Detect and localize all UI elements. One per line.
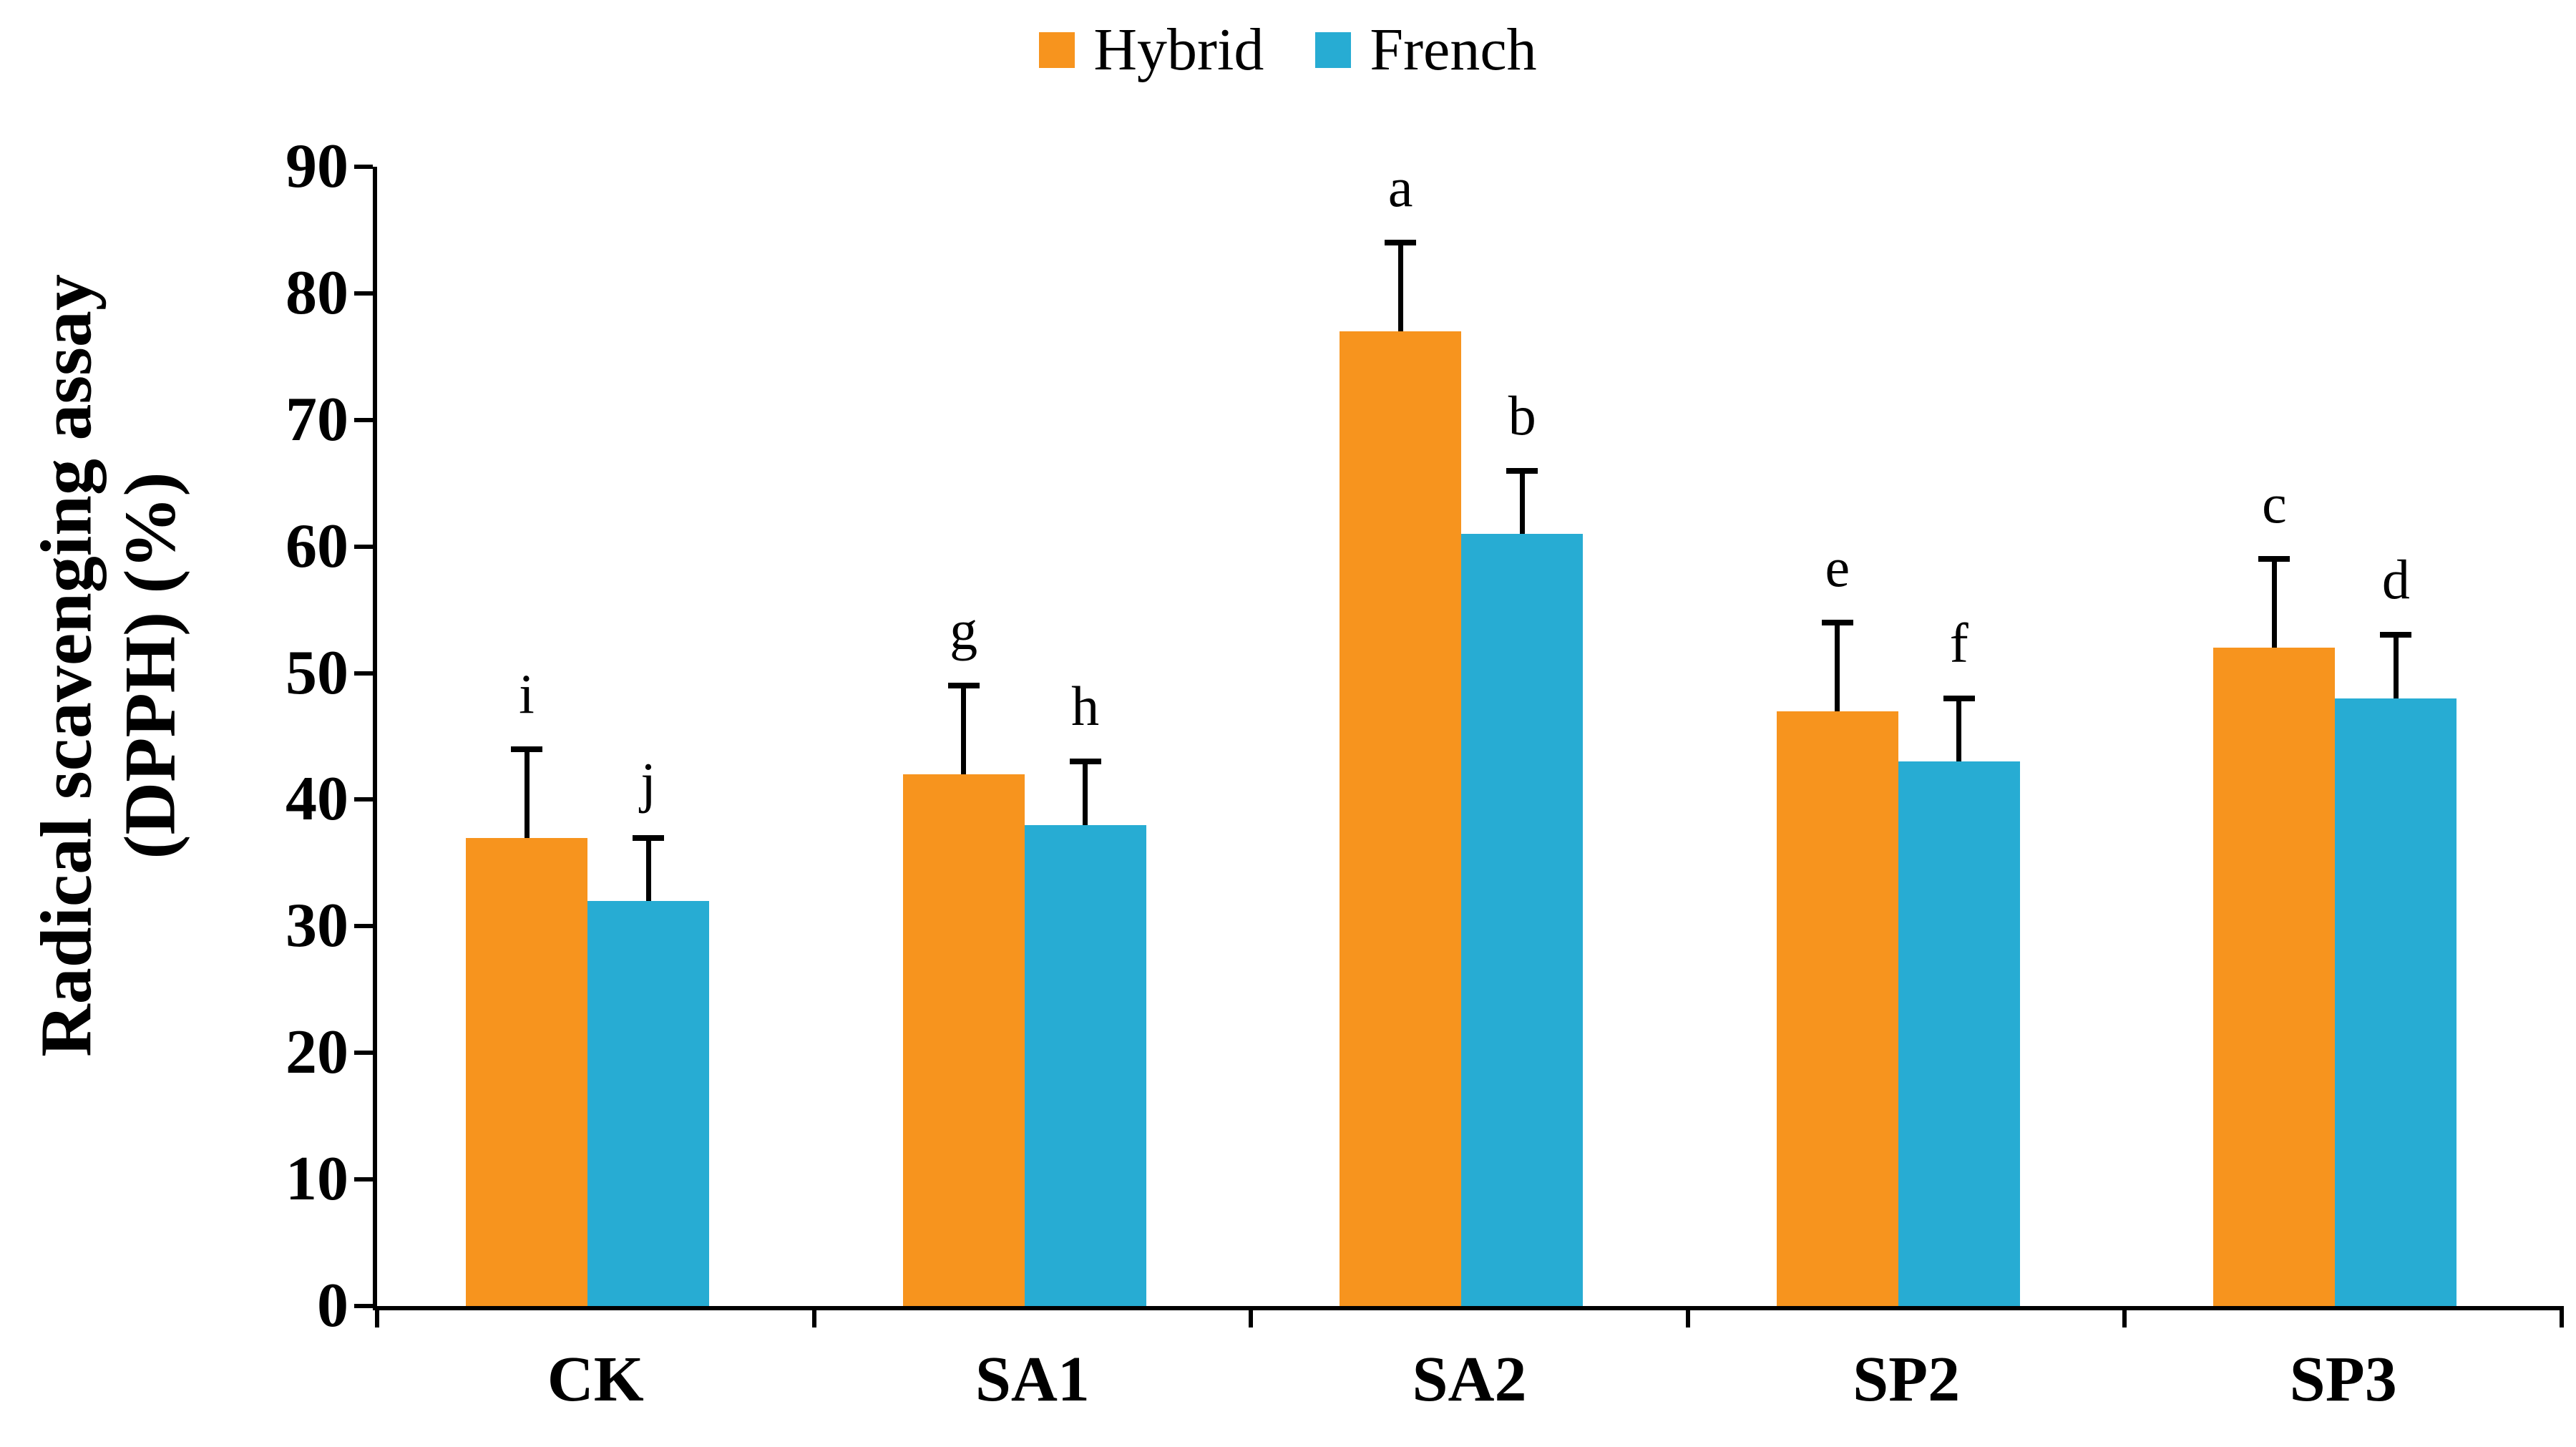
- x-category-label-SA1: SA1: [975, 1344, 1090, 1415]
- x-axis-tick-1: [811, 1306, 816, 1327]
- x-axis-tick-2: [1249, 1306, 1254, 1327]
- x-axis-tick-5: [2560, 1306, 2564, 1327]
- x-category-label-SP2: SP2: [1853, 1344, 1961, 1415]
- y-tick-60: [354, 544, 373, 549]
- error-cap-hybrid-SA2: [1385, 240, 1417, 246]
- y-tick-70: [354, 417, 373, 422]
- legend-label-french: French: [1370, 16, 1537, 83]
- x-category-label-SA2: SA2: [1412, 1344, 1527, 1415]
- x-axis-tick-3: [1685, 1306, 1690, 1327]
- error-bar-hybrid-SP3: [2271, 559, 2277, 648]
- bar-hybrid-SA2: [1340, 331, 1462, 1306]
- sig-letter-j: j: [640, 751, 656, 814]
- y-tick-10: [354, 1177, 373, 1182]
- french-swatch-icon: [1315, 32, 1352, 68]
- legend-label-hybrid: Hybrid: [1093, 16, 1264, 83]
- bar-hybrid-CK: [466, 837, 587, 1306]
- y-tick-label-50: 50: [286, 638, 348, 708]
- y-axis-title-line1: Radical scavenging assay: [26, 274, 107, 1057]
- bar-hybrid-SA1: [902, 774, 1025, 1306]
- sig-letter-e: e: [1825, 535, 1850, 598]
- y-tick-30: [354, 924, 373, 929]
- y-tick-label-40: 40: [286, 764, 348, 834]
- sig-letter-c: c: [2262, 472, 2287, 535]
- error-bar-french-SA2: [1519, 470, 1525, 534]
- error-cap-hybrid-SP3: [2258, 556, 2290, 562]
- sig-letter-i: i: [519, 662, 535, 725]
- y-tick-90: [354, 165, 373, 169]
- y-tick-label-20: 20: [286, 1018, 348, 1088]
- x-category-label-SP3: SP3: [2289, 1344, 2397, 1415]
- bar-french-CK: [587, 900, 709, 1306]
- error-bar-hybrid-CK: [524, 749, 530, 838]
- error-bar-hybrid-SA2: [1397, 243, 1403, 331]
- y-tick-0: [354, 1304, 373, 1308]
- y-tick-label-90: 90: [286, 132, 348, 201]
- error-cap-french-SA1: [1069, 759, 1101, 765]
- y-tick-80: [354, 291, 373, 296]
- y-tick-label-60: 60: [286, 511, 348, 581]
- sig-letter-g: g: [950, 599, 978, 662]
- bar-french-SP3: [2335, 698, 2457, 1306]
- error-cap-french-SP2: [1943, 695, 1975, 701]
- x-category-label-CK: CK: [547, 1344, 644, 1415]
- error-cap-hybrid-CK: [511, 746, 542, 752]
- sig-letter-f: f: [1949, 611, 1968, 674]
- error-cap-french-SP3: [2380, 632, 2412, 638]
- y-tick-20: [354, 1051, 373, 1056]
- legend-item-french: French: [1315, 16, 1537, 83]
- x-axis-tick-0: [375, 1306, 379, 1327]
- y-tick-label-80: 80: [286, 258, 348, 328]
- y-tick-label-70: 70: [286, 384, 348, 454]
- sig-letter-b: b: [1508, 384, 1536, 447]
- bar-french-SA1: [1024, 824, 1146, 1306]
- error-bar-french-SP3: [2393, 635, 2399, 698]
- y-tick-label-0: 0: [317, 1271, 348, 1340]
- error-cap-hybrid-SA1: [947, 683, 980, 689]
- y-tick-label-10: 10: [286, 1144, 348, 1214]
- error-bar-hybrid-SA1: [961, 686, 967, 775]
- bar-french-SA2: [1461, 533, 1584, 1306]
- plot-area: 0 10 20 30 40 50 60 70 80 90 CK SA1 SA2 SP2 SP3 i g a e c j h…: [286, 135, 2564, 1412]
- legend-item-hybrid: Hybrid: [1039, 20, 1264, 80]
- error-bar-french-SA1: [1083, 761, 1088, 825]
- sig-letter-d: d: [2381, 548, 2410, 611]
- y-tick-label-30: 30: [286, 891, 348, 961]
- error-cap-french-CK: [633, 834, 664, 841]
- error-bar-french-CK: [645, 837, 651, 901]
- bar-hybrid-SP3: [2213, 648, 2336, 1306]
- sig-letter-a: a: [1387, 156, 1413, 219]
- hybrid-swatch-icon: [1039, 32, 1075, 68]
- sig-letter-h: h: [1071, 675, 1100, 738]
- error-cap-hybrid-SP2: [1821, 619, 1853, 625]
- bar-french-SP2: [1898, 761, 2020, 1306]
- error-cap-french-SA2: [1506, 467, 1538, 474]
- y-tick-50: [354, 671, 373, 676]
- bar-hybrid-SP2: [1776, 711, 1898, 1306]
- x-axis-tick-4: [2122, 1306, 2127, 1327]
- error-bar-french-SP2: [1956, 698, 1962, 762]
- error-bar-hybrid-SP2: [1835, 622, 1840, 711]
- y-tick-40: [354, 797, 373, 802]
- legend: Hybrid French: [0, 20, 2576, 80]
